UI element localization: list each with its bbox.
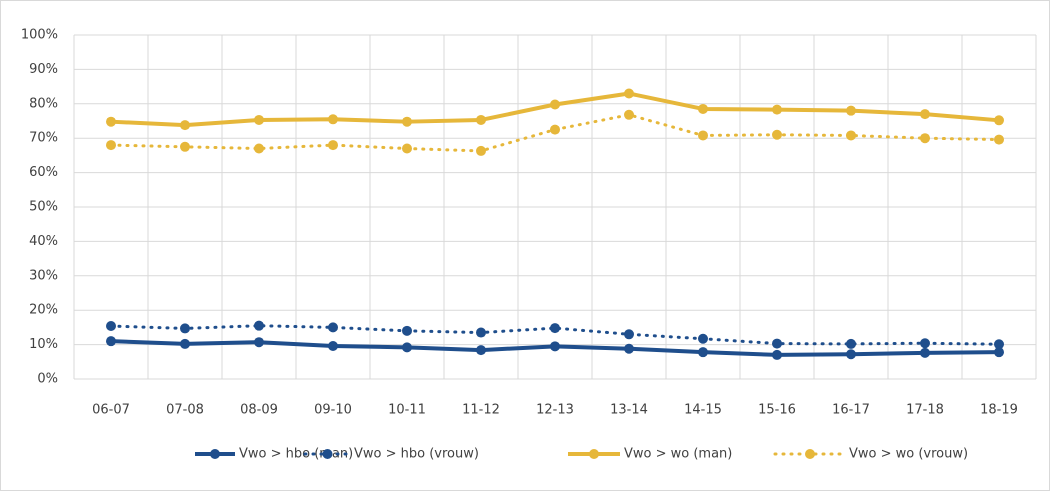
point: [550, 124, 560, 135]
x-tick-label: 06-07: [92, 403, 130, 418]
point: [994, 347, 1004, 358]
point: [476, 145, 486, 156]
x-tick-label: 09-10: [314, 403, 352, 418]
x-tick-label: 08-09: [240, 403, 278, 418]
point: [550, 341, 560, 352]
point: [402, 116, 412, 127]
point: [846, 105, 856, 116]
point: [772, 338, 782, 349]
point: [106, 336, 116, 347]
point: [254, 320, 264, 331]
legend-label: Vwo > wo (vrouw): [849, 447, 968, 462]
x-tick-label: 16-17: [832, 403, 870, 418]
point: [772, 104, 782, 115]
point: [550, 99, 560, 110]
point: [772, 349, 782, 360]
point: [180, 141, 190, 152]
point: [402, 342, 412, 353]
legend-label: Vwo > wo (man): [624, 447, 732, 462]
y-tick-label: 70%: [29, 131, 58, 146]
point: [550, 323, 560, 334]
point: [624, 109, 634, 120]
point: [402, 143, 412, 154]
point: [698, 130, 708, 141]
y-tick-label: 10%: [29, 337, 58, 352]
x-tick-label: 14-15: [684, 403, 722, 418]
point: [476, 114, 486, 125]
legend-marker: [805, 449, 815, 459]
point: [920, 338, 930, 349]
point: [180, 120, 190, 131]
y-tick-label: 80%: [29, 96, 58, 111]
point: [994, 115, 1004, 126]
point: [772, 129, 782, 140]
legend-marker: [210, 449, 220, 459]
point: [698, 347, 708, 358]
x-tick-label: 12-13: [536, 403, 574, 418]
point: [846, 130, 856, 141]
y-tick-label: 100%: [21, 28, 58, 43]
point: [476, 327, 486, 338]
y-tick-label: 90%: [29, 62, 58, 77]
x-tick-label: 18-19: [980, 403, 1018, 418]
point: [180, 338, 190, 349]
point: [254, 143, 264, 154]
y-tick-label: 20%: [29, 303, 58, 318]
y-tick-label: 50%: [29, 200, 58, 215]
point: [328, 140, 338, 151]
point: [994, 339, 1004, 350]
point: [846, 349, 856, 360]
y-tick-label: 0%: [37, 372, 58, 387]
point: [698, 333, 708, 344]
point: [254, 114, 264, 125]
point: [476, 345, 486, 356]
y-tick-label: 30%: [29, 268, 58, 283]
point: [624, 343, 634, 354]
point: [106, 321, 116, 332]
point: [254, 337, 264, 348]
point: [106, 140, 116, 151]
x-tick-label: 10-11: [388, 403, 426, 418]
legend-label: Vwo > hbo (vrouw): [354, 447, 479, 462]
point: [624, 88, 634, 99]
point: [920, 133, 930, 144]
point: [920, 347, 930, 358]
point: [846, 338, 856, 349]
x-tick-label: 13-14: [610, 403, 648, 418]
x-tick-label: 07-08: [166, 403, 204, 418]
point: [180, 323, 190, 334]
x-tick-label: 15-16: [758, 403, 796, 418]
point: [402, 325, 412, 336]
point: [106, 116, 116, 127]
point: [328, 114, 338, 125]
legend-marker: [322, 449, 333, 459]
point: [920, 109, 930, 120]
legend-marker: [589, 449, 599, 459]
point: [624, 329, 634, 340]
point: [328, 322, 338, 333]
point: [994, 134, 1004, 145]
y-tick-label: 40%: [29, 234, 58, 249]
x-tick-label: 11-12: [462, 403, 500, 418]
y-tick-label: 60%: [29, 165, 58, 180]
point: [328, 340, 338, 351]
x-tick-label: 17-18: [906, 403, 944, 418]
point: [698, 103, 708, 114]
